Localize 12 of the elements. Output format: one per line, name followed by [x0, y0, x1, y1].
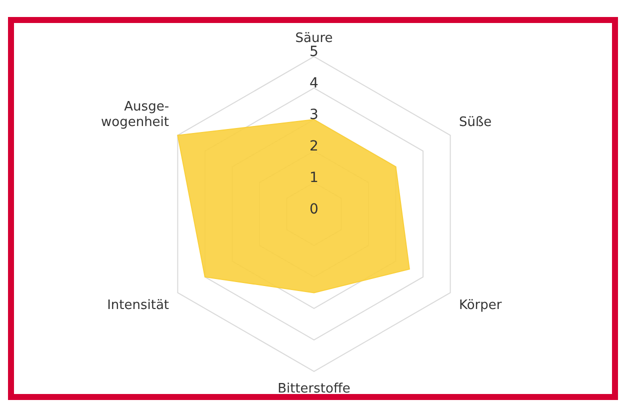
spoke-label: Säure [295, 31, 333, 46]
spoke-label: Intensität [107, 298, 170, 313]
y-tick-label: 1 [310, 170, 318, 186]
spoke-label: Bitterstoffe [278, 382, 350, 397]
spoke-label: Ausge- wogenheit [100, 99, 170, 130]
y-tick-label: 4 [310, 76, 319, 92]
y-tick-label: 2 [310, 138, 318, 155]
y-tick-label: 3 [310, 107, 318, 124]
spoke-label: Körper [458, 298, 502, 313]
spoke-label: Süße [458, 114, 492, 130]
y-tick-label: 5 [310, 44, 318, 60]
y-tick-label: 0 [310, 202, 318, 218]
